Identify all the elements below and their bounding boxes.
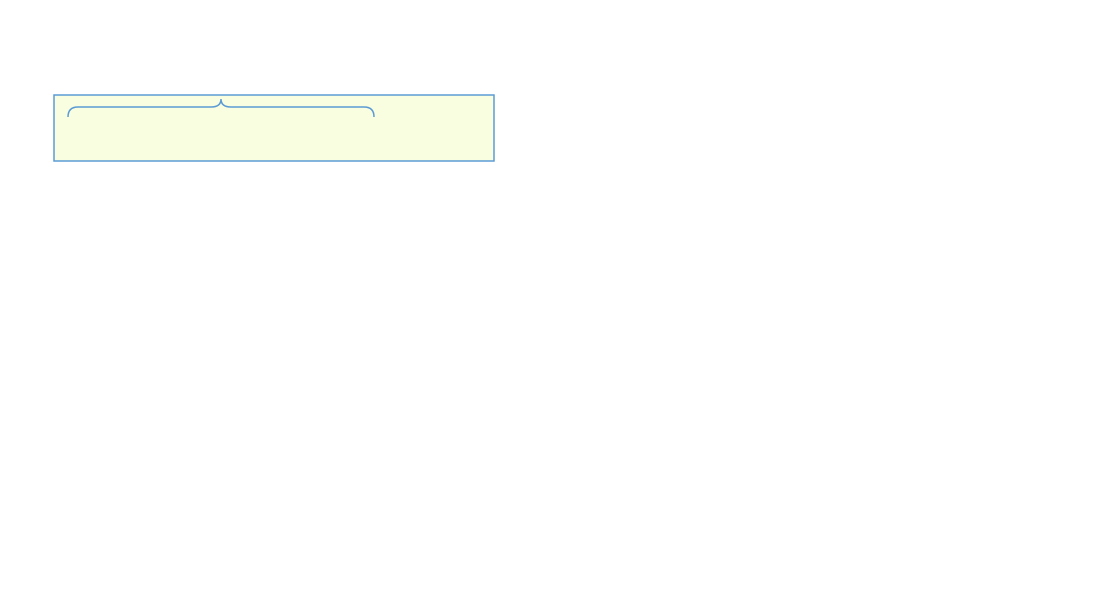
hash-box: [54, 95, 494, 161]
diagram-canvas: [0, 0, 1116, 593]
